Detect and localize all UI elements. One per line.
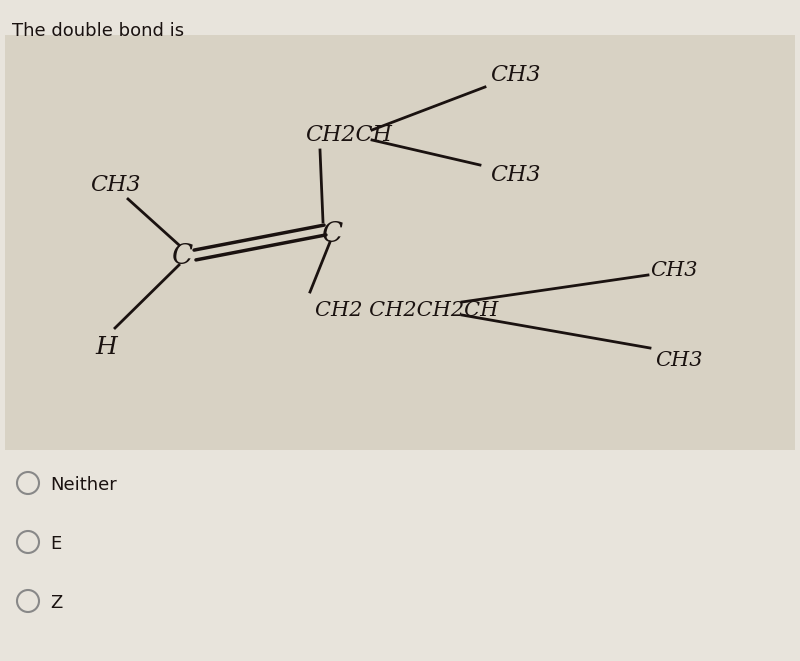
- Text: The double bond is: The double bond is: [12, 22, 184, 40]
- Text: Z: Z: [50, 594, 62, 612]
- Text: CH3: CH3: [490, 64, 541, 86]
- Text: CH3: CH3: [650, 260, 698, 280]
- Bar: [5, 35, 795, 450]
- Text: CH2 CH2CH2CH: CH2 CH2CH2CH: [315, 301, 498, 319]
- Text: CH3: CH3: [90, 174, 141, 196]
- Text: CH2CH: CH2CH: [305, 124, 392, 146]
- Text: Neither: Neither: [50, 476, 117, 494]
- Text: C: C: [322, 221, 344, 249]
- Text: E: E: [50, 535, 62, 553]
- Text: C: C: [172, 243, 194, 270]
- Text: CH3: CH3: [490, 164, 541, 186]
- Text: H: H: [95, 336, 117, 360]
- Text: CH3: CH3: [655, 350, 702, 369]
